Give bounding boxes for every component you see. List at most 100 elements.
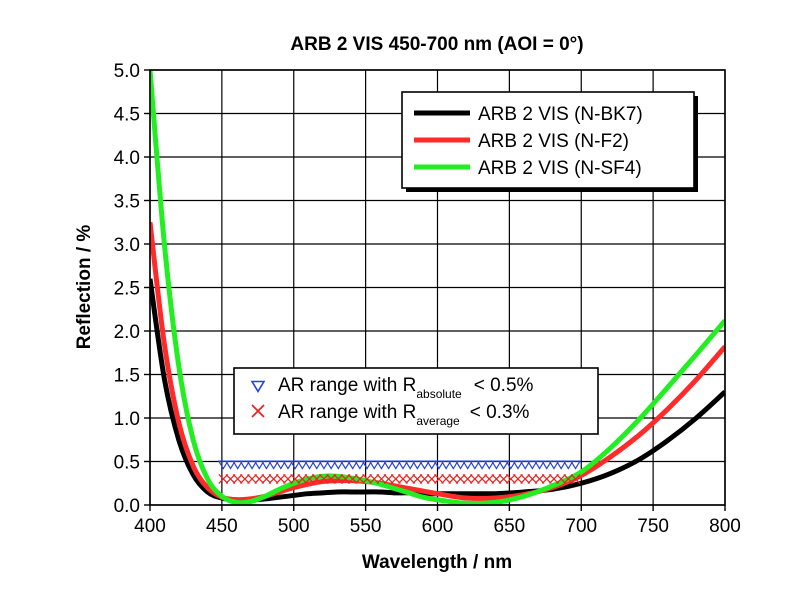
marker-x [390, 473, 401, 484]
marker-triangle [347, 460, 359, 470]
marker-x [369, 473, 380, 484]
x-tick-label: 750 [637, 516, 669, 537]
marker-x [340, 473, 351, 484]
marker-x [405, 473, 416, 484]
marker-triangle [311, 460, 323, 470]
y-tick-label: 0.5 [114, 453, 140, 474]
series-line-2 [150, 70, 725, 505]
marker-x [419, 473, 430, 484]
marker-triangle [404, 460, 416, 470]
marker-x [541, 473, 552, 484]
y-axis-ticks: 0.0 0.5 1.0 1.5 2.0 2.5 3.0 3.5 4.0 4.5 5.0 [114, 61, 150, 517]
marker-x [268, 473, 279, 484]
marker-triangle [418, 460, 431, 470]
marker-x [462, 473, 473, 484]
marker-x [520, 473, 531, 484]
legend-label-1: ARB 2 VIS (N-F2) [478, 131, 629, 152]
x-tick-label: 600 [422, 516, 454, 537]
marker-triangle [411, 460, 423, 470]
marker-x [275, 473, 286, 484]
marker-triangle [390, 460, 402, 470]
marker-x [549, 473, 559, 484]
x-axis-ticks: 400 450 500 550 600 650 700 750 800 [134, 505, 741, 537]
marker-triangle [569, 460, 582, 470]
marker-x [477, 473, 487, 484]
y-tick-label: 2.5 [114, 279, 140, 300]
marker-x [319, 473, 329, 484]
marker-x [441, 473, 452, 484]
legend-label-0: ARB 2 VIS (N-BK7) [478, 104, 643, 125]
marker-x [426, 473, 437, 484]
marker-triangle [339, 460, 352, 470]
y-tick-label: 3.0 [114, 235, 140, 256]
marker-legend-absolute: AR range with Rabsolute < 0.5% [278, 375, 534, 401]
y-tick-label: 2.0 [114, 322, 140, 343]
legend-label-2: ARB 2 VIS (N-SF4) [478, 158, 642, 179]
marker-x [556, 473, 567, 484]
marker-triangle [260, 460, 273, 470]
marker-triangle [217, 460, 229, 470]
marker-triangle [440, 460, 452, 470]
y-tick-label: 5.0 [114, 61, 140, 82]
marker-x [218, 473, 229, 484]
marker-triangle [498, 460, 510, 470]
marker-triangle [541, 460, 553, 470]
marker-triangle [246, 460, 258, 470]
marker-x [434, 473, 444, 484]
marker-triangle [548, 460, 560, 470]
marker-triangle [462, 460, 474, 470]
marker-x [304, 473, 315, 484]
marker-triangle [368, 460, 380, 470]
marker-x [484, 473, 495, 484]
marker-x [283, 473, 293, 484]
marker-triangle [533, 460, 546, 470]
marker-triangle [289, 460, 301, 470]
y-tick-label: 1.0 [114, 409, 140, 430]
y-tick-label: 3.5 [114, 192, 140, 213]
marker-x [247, 473, 257, 484]
marker-triangle [519, 460, 531, 470]
ar-range-markers [217, 460, 582, 484]
marker-triangle [383, 460, 395, 470]
marker-triangle [526, 460, 538, 470]
marker-triangle [268, 460, 280, 470]
marker-triangle [454, 460, 467, 470]
marker-x [311, 473, 322, 484]
marker-x [412, 473, 423, 484]
marker-x [563, 473, 574, 484]
marker-x [362, 473, 372, 484]
series-legend: ARB 2 VIS (N-BK7) ARB 2 VIS (N-F2) ARB 2 V… [401, 91, 698, 192]
marker-triangle [332, 460, 344, 470]
y-axis-label: Reflection / % [74, 225, 95, 350]
marker-triangle [253, 460, 265, 470]
marker-x [455, 473, 466, 484]
triangle-down-icon [250, 380, 266, 393]
marker-triangle [303, 460, 316, 470]
x-tick-label: 700 [565, 516, 597, 537]
marker-triangle [282, 460, 294, 470]
marker-triangle [375, 460, 388, 470]
marker-triangle [469, 460, 481, 470]
marker-triangle [562, 460, 574, 470]
marker-x [239, 473, 250, 484]
marker-triangle [224, 460, 237, 470]
marker-x [498, 473, 509, 484]
y-tick-label: 0.0 [114, 496, 140, 517]
marker-triangle [426, 460, 438, 470]
marker-x [297, 473, 308, 484]
marker-legend: AR range with Rabsolute < 0.5% AR range w… [233, 367, 599, 435]
marker-triangle [296, 460, 308, 470]
x-marker-icon [251, 404, 265, 418]
chart-title: ARB 2 VIS 450-700 nm (AOI = 0°) [290, 34, 583, 55]
marker-triangle [505, 460, 517, 470]
marker-x [534, 473, 545, 484]
marker-x [383, 473, 394, 484]
marker-triangle [512, 460, 524, 470]
marker-legend-average: AR range with Raverage < 0.3% [278, 402, 530, 428]
marker-triangle [354, 460, 366, 470]
marker-legend-box [233, 367, 599, 435]
marker-x [290, 473, 301, 484]
marker-triangle [318, 460, 330, 470]
marker-x [491, 473, 502, 484]
